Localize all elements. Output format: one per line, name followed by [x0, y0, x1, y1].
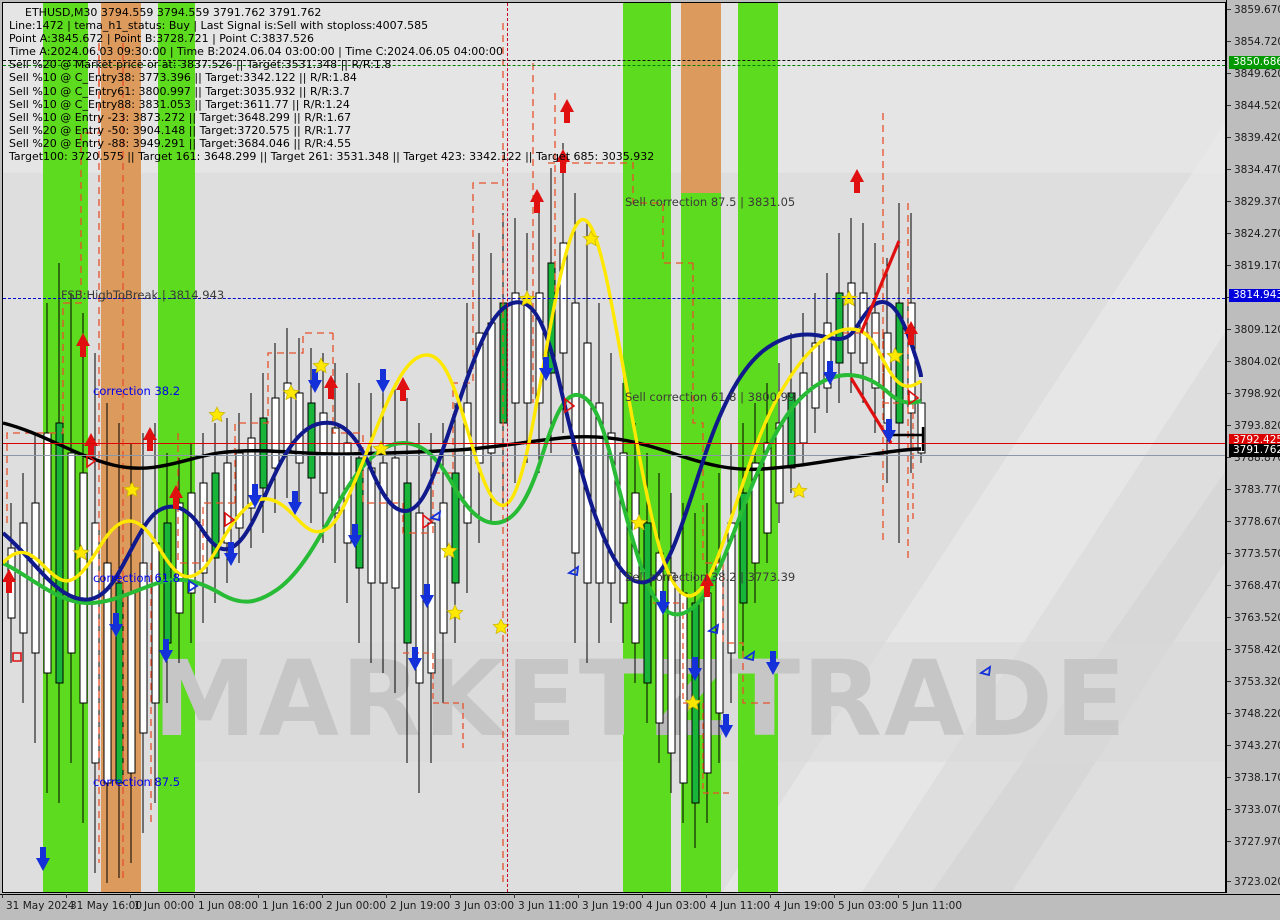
price-tick-17: 3773.570 [1227, 548, 1280, 560]
candlestick-series [7, 143, 926, 883]
price-tick-18: 3768.470 [1227, 580, 1280, 592]
info-line-9: Sell %20 @ Entry -88: 3949.291 || Target… [9, 136, 352, 150]
price-tick-21: 3753.320 [1227, 676, 1280, 688]
small-arrow-markers [12, 389, 920, 662]
strategy-info-block: ETHUSD,M30 3794.559 3794.559 3791.762 37… [9, 6, 654, 163]
small-blue-arrow-markers [188, 510, 992, 677]
info-line-3: Sell %20 @ Market price or at: 3837.526 … [9, 58, 392, 72]
price-tick-1: 3854.720 [1227, 36, 1280, 48]
annotation-correction-87-5: correction 87.5 [93, 775, 181, 789]
price-tag-high-to-break: 3814.943 [1229, 289, 1280, 302]
watermark-mark: Z [651, 638, 730, 760]
sar-channel-upper [6, 23, 909, 883]
info-line-8: Sell %20 @ Entry -50: 3904.148 || Target… [9, 123, 352, 137]
ma-base-black-line [3, 421, 922, 472]
stop-level-line [3, 443, 1225, 444]
price-axis[interactable]: 3859.670 3854.720 3849.620 3844.520 3839… [1226, 0, 1280, 893]
watermark-right: TRADE [729, 638, 1128, 760]
broker-watermark: MARKETZTRADE [153, 638, 1128, 760]
price-tick-16: 3778.670 [1227, 516, 1280, 528]
info-line-2: Time A:2024.06.03 09:30:00 | Time B:2024… [9, 45, 503, 59]
price-tick-22: 3748.220 [1227, 708, 1280, 720]
annotation-sell-correction-38-2: Sell correction 38.2 | 3773.39 [625, 570, 796, 584]
price-tick-10: 3809.120 [1227, 324, 1280, 336]
ma-fast-yellow-line [3, 217, 923, 598]
watermark-left: MARKET [153, 638, 652, 760]
time-tick-2: 1 Jun 00:00 [129, 894, 195, 912]
info-line-5: Sell %10 @ C_Entry61: 3800.997 || Target… [9, 84, 350, 98]
ma-mid-navy-line [3, 300, 923, 602]
buy-arrow-markers [36, 357, 896, 871]
price-tick-3: 3844.520 [1227, 100, 1280, 112]
annotation-correction-61-8: correction 61.8 [93, 571, 181, 585]
info-line-0: Line:1472 | tema_h1_status: Buy | Last S… [9, 19, 429, 33]
price-tag-stop: 3792.425 [1229, 434, 1280, 447]
annotation-sell-correction-87-5: Sell correction 87.5 | 3831.05 [625, 195, 796, 209]
time-tick-10: 4 Jun 03:00 [641, 894, 707, 912]
price-tick-23: 3743.270 [1227, 740, 1280, 752]
time-tick-5: 2 Jun 00:00 [321, 894, 387, 912]
time-tick-9: 3 Jun 19:00 [577, 894, 643, 912]
price-tick-11: 3804.020 [1227, 356, 1280, 368]
time-tick-11: 4 Jun 11:00 [705, 894, 771, 912]
price-tick-4: 3839.420 [1227, 132, 1280, 144]
time-tick-8: 3 Jun 11:00 [513, 894, 579, 912]
ma-slow-green-line [3, 372, 922, 617]
annotation-sell-correction-61-8: Sell correction 61.8 | 3800.99 [625, 390, 796, 404]
price-tick-20: 3758.420 [1227, 644, 1280, 656]
time-tick-3: 1 Jun 08:00 [193, 894, 259, 912]
price-tick-12: 3798.920 [1227, 388, 1280, 400]
time-tick-0: 31 May 2024 [1, 894, 75, 912]
price-tick-25: 3733.070 [1227, 804, 1280, 816]
price-tick-5: 3834.470 [1227, 164, 1280, 176]
sell-arrow-markers [3, 99, 918, 597]
price-tick-15: 3783.770 [1227, 484, 1280, 496]
session-band-sell-2 [681, 3, 721, 193]
time-tick-4: 1 Jun 16:00 [257, 894, 323, 912]
time-tick-12: 4 Jun 19:00 [769, 894, 835, 912]
session-band-sell-2-lower [681, 193, 721, 892]
last-price-line [3, 455, 1225, 456]
annotation-fsb-high-to-break: FSB:HighToBreak | 3814.943 [61, 288, 225, 302]
time-tick-13: 5 Jun 03:00 [833, 894, 899, 912]
info-line-1: Point A:3845.672 | Point B:3728.721 | Po… [9, 32, 314, 46]
price-tag-last: 3791.762 [1229, 444, 1280, 457]
info-line-4: Sell %10 @ C_Entry38: 3773.396 || Target… [9, 71, 357, 85]
time-tick-1: 31 May 16:00 [65, 894, 143, 912]
info-line-6: Sell %10 @ C_Entry88: 3831.053 || Target… [9, 97, 350, 111]
last-bar-marker [891, 427, 925, 451]
price-tick-13: 3793.820 [1227, 420, 1280, 432]
chart-plot-area[interactable]: MARKETZTRADE [2, 2, 1226, 893]
time-axis[interactable]: 31 May 2024 31 May 16:00 1 Jun 00:00 1 J… [0, 894, 1280, 920]
price-series-layer [3, 23, 992, 883]
time-tick-6: 2 Jun 19:00 [385, 894, 451, 912]
session-band-buy-3 [623, 3, 671, 892]
info-line-7: Sell %10 @ Entry -23: 3873.272 || Target… [9, 110, 352, 124]
annotation-correction-38-2: correction 38.2 [93, 384, 181, 398]
price-tick-26: 3727.970 [1227, 836, 1280, 848]
symbol-ohlc-line: ETHUSD,M30 3794.559 3794.559 3791.762 37… [25, 6, 322, 19]
price-tick-6: 3829.370 [1227, 196, 1280, 208]
price-tick-7: 3824.270 [1227, 228, 1280, 240]
time-tick-7: 3 Jun 03:00 [449, 894, 515, 912]
price-tag-target: 3850.686 [1229, 56, 1280, 69]
info-line-10: Target100: 3720.575 || Target 161: 3648.… [9, 150, 655, 164]
price-tick-24: 3738.170 [1227, 772, 1280, 784]
session-band-buy-2 [158, 3, 195, 892]
price-tick-8: 3819.170 [1227, 260, 1280, 272]
price-tick-0: 3859.670 [1227, 4, 1280, 16]
price-tick-19: 3763.520 [1227, 612, 1280, 624]
time-tick-14: 5 Jun 11:00 [897, 894, 963, 912]
price-tick-27: 3723.020 [1227, 876, 1280, 888]
price-tick-2: 3849.620 [1227, 68, 1280, 80]
